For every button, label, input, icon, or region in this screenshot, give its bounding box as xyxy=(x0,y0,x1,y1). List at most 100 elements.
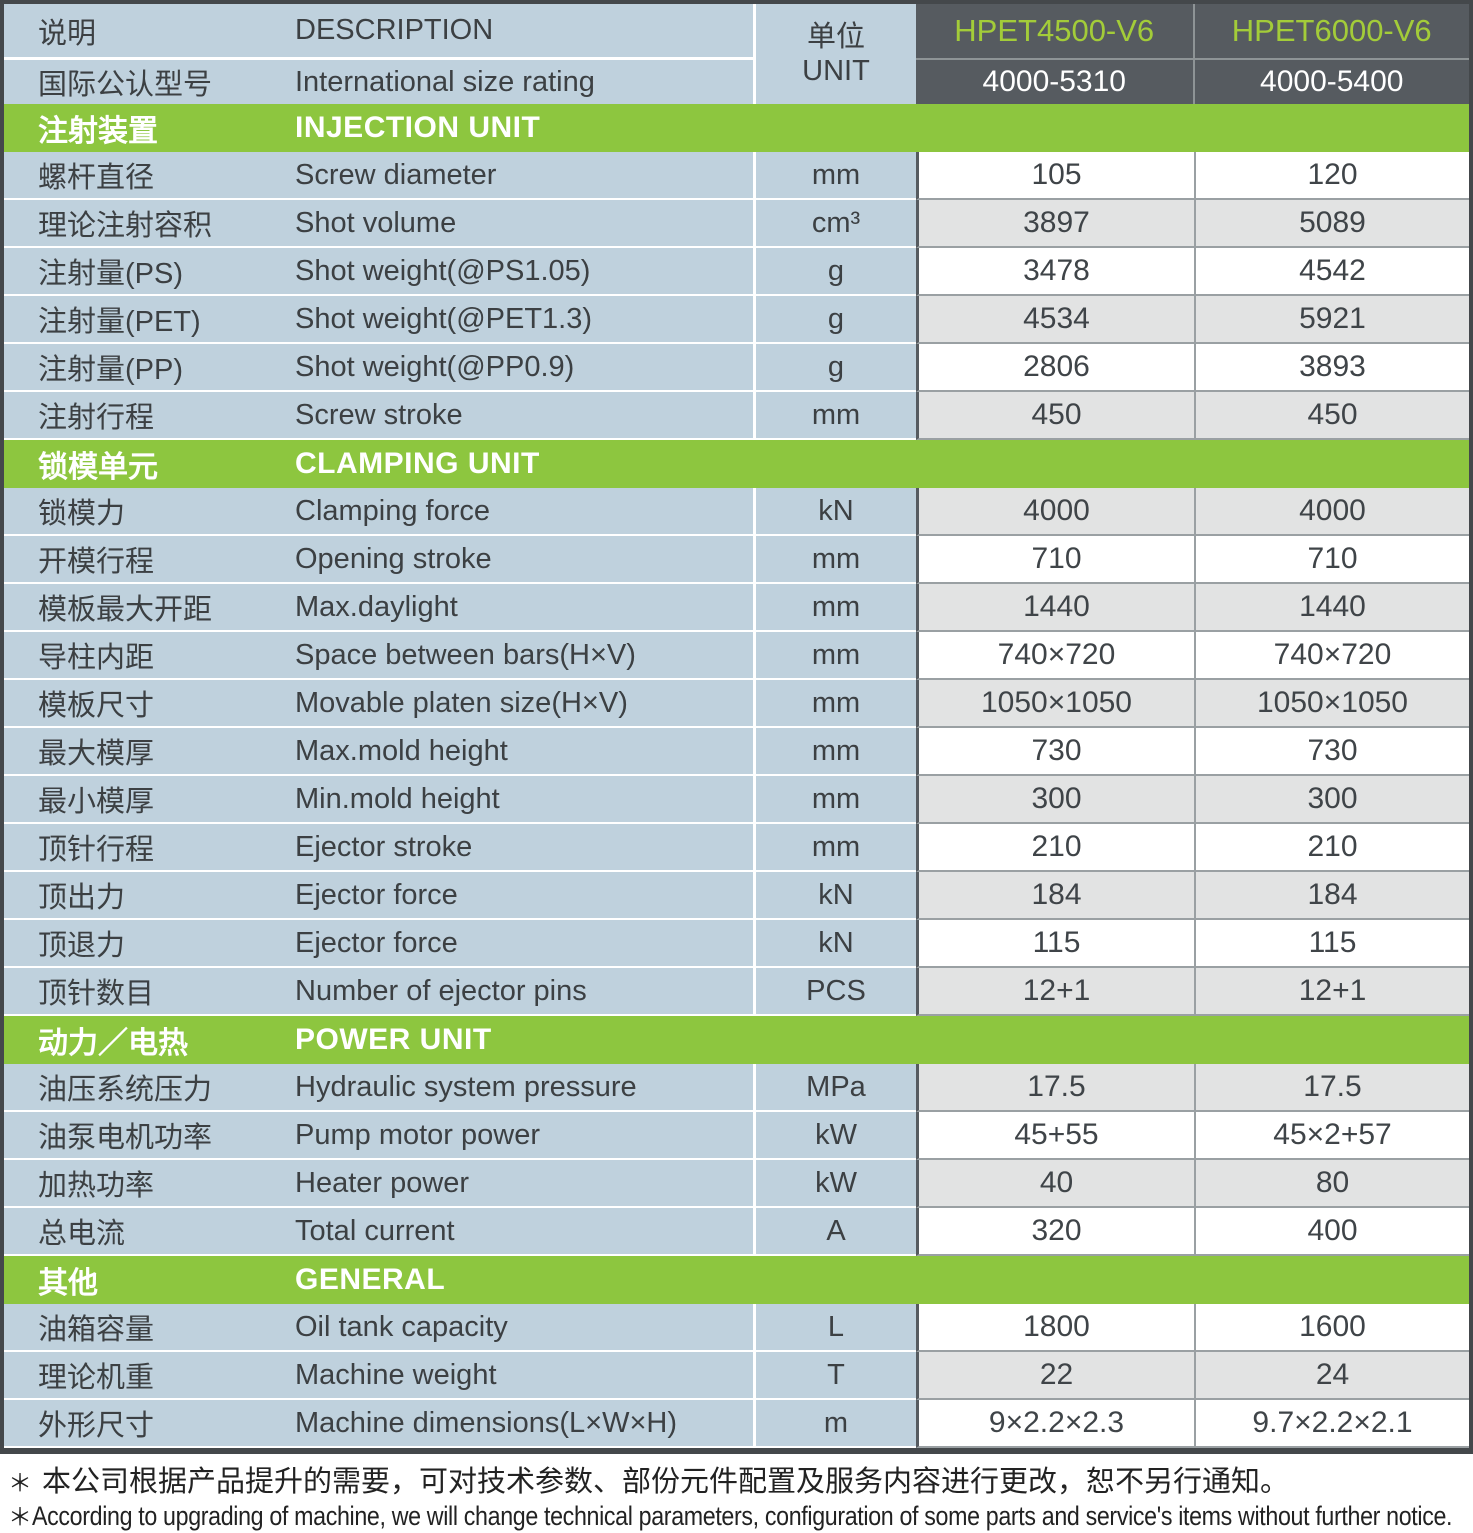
spec-label-en: Space between bars(H×V) xyxy=(295,638,636,671)
spec-value-model1: 210 xyxy=(916,824,1194,872)
spec-label-cn: 理论注射容积 xyxy=(38,210,213,242)
spec-value-model1: 45+55 xyxy=(916,1112,1194,1160)
spec-value-model2: 730 xyxy=(1194,728,1469,776)
section-title-en: POWER UNIT xyxy=(295,1023,492,1056)
spec-value-model1: 320 xyxy=(916,1208,1194,1256)
spec-label-cn: 锁模力 xyxy=(38,498,126,530)
section-header-row: 动力／电热 POWER UNIT xyxy=(4,1016,1469,1064)
spec-value-model2: 120 xyxy=(1194,152,1469,200)
spec-row: 注射量(PP) Shot weight(@PP0.9) g 2806 3893 xyxy=(4,344,1469,392)
spec-label-cn: 顶出力 xyxy=(38,882,126,914)
spec-row: 开模行程 Opening stroke mm 710 710 xyxy=(4,536,1469,584)
spec-description-cell: 外形尺寸 Machine dimensions(L×W×H) xyxy=(4,1400,753,1448)
spec-description-cell: 注射量(PS) Shot weight(@PS1.05) xyxy=(4,248,753,296)
section-title-en: INJECTION UNIT xyxy=(295,111,541,144)
section-title-cn: 注射装置 xyxy=(38,115,158,148)
spec-unit: kN xyxy=(753,920,916,968)
spec-label-en: Machine weight xyxy=(295,1358,497,1391)
unit-header-cn: 单位 xyxy=(806,21,865,53)
model-size-rating-1: 4000-5310 xyxy=(982,65,1126,98)
spec-description-cell: 理论机重 Machine weight xyxy=(4,1352,753,1400)
spec-value-model2: 1050×1050 xyxy=(1194,680,1469,728)
spec-value-model2: 4542 xyxy=(1194,248,1469,296)
spec-value-model1: 450 xyxy=(916,392,1194,440)
spec-unit: g xyxy=(753,296,916,344)
spec-label-cn: 模板尺寸 xyxy=(38,690,155,722)
spec-value-model1: 22 xyxy=(916,1352,1194,1400)
spec-description-cell: 最小模厚 Min.mold height xyxy=(4,776,753,824)
spec-value-model1: 17.5 xyxy=(916,1064,1194,1112)
spec-value-model2: 184 xyxy=(1194,872,1469,920)
spec-unit: L xyxy=(753,1304,916,1352)
spec-label-en: Clamping force xyxy=(295,494,491,527)
spec-label-cn: 最大模厚 xyxy=(38,738,155,770)
spec-label-cn: 总电流 xyxy=(38,1218,126,1250)
spec-label-en: Shot weight(@PP0.9) xyxy=(295,350,575,383)
spec-description-cell: 顶退力 Ejector force xyxy=(4,920,753,968)
spec-row: 理论注射容积 Shot volume cm³ 3897 5089 xyxy=(4,200,1469,248)
section-title-cn: 动力／电热 xyxy=(38,1027,188,1060)
spec-row: 注射量(PS) Shot weight(@PS1.05) g 3478 4542 xyxy=(4,248,1469,296)
size-rating-label-en: International size rating xyxy=(295,65,595,98)
spec-value-model2: 45×2+57 xyxy=(1194,1112,1469,1160)
spec-value-model2: 300 xyxy=(1194,776,1469,824)
spec-row: 油箱容量 Oil tank capacity L 1800 1600 xyxy=(4,1304,1469,1352)
footnote-cn-text: 本公司根据产品提升的需要，可对技术参数、部份元件配置及服务内容进行更改，恕不另行… xyxy=(42,1466,1290,1498)
spec-value-model1: 710 xyxy=(916,536,1194,584)
spec-row: 顶出力 Ejector force kN 184 184 xyxy=(4,872,1469,920)
spec-label-en: Pump motor power xyxy=(295,1118,540,1151)
section-title-cn: 锁模单元 xyxy=(38,451,158,484)
spec-description-cell: 顶针数目 Number of ejector pins xyxy=(4,968,753,1016)
spec-row: 顶针数目 Number of ejector pins PCS 12+1 12+… xyxy=(4,968,1469,1016)
spec-unit: cm³ xyxy=(753,200,916,248)
spec-unit: mm xyxy=(753,728,916,776)
spec-unit: MPa xyxy=(753,1064,916,1112)
section-header-row: 注射装置 INJECTION UNIT xyxy=(4,104,1469,152)
spec-row: 理论机重 Machine weight T 22 24 xyxy=(4,1352,1469,1400)
model-columns-header: HPET4500-V6 HPET6000-V6 4000-5310 4000-5… xyxy=(916,4,1469,104)
spec-label-en: Screw diameter xyxy=(295,158,497,191)
spec-label-en: Total current xyxy=(295,1214,455,1247)
spec-value-model2: 740×720 xyxy=(1194,632,1469,680)
spec-value-model2: 400 xyxy=(1194,1208,1469,1256)
spec-unit: T xyxy=(753,1352,916,1400)
spec-unit: mm xyxy=(753,584,916,632)
spec-label-en: Opening stroke xyxy=(295,542,492,575)
spec-value-model2: 1440 xyxy=(1194,584,1469,632)
spec-description-cell: 注射量(PP) Shot weight(@PP0.9) xyxy=(4,344,753,392)
spec-label-cn: 理论机重 xyxy=(38,1362,155,1394)
table-header: 说明 DESCRIPTION 国际公认型号 International size… xyxy=(4,4,1469,104)
spec-value-model1: 184 xyxy=(916,872,1194,920)
section-title-en: GENERAL xyxy=(295,1263,446,1296)
spec-value-model2: 1600 xyxy=(1194,1304,1469,1352)
spec-value-model2: 80 xyxy=(1194,1160,1469,1208)
spec-description-cell: 油压系统压力 Hydraulic system pressure xyxy=(4,1064,753,1112)
spec-value-model1: 12+1 xyxy=(916,968,1194,1016)
spec-label-cn: 顶退力 xyxy=(38,930,126,962)
section-header-row: 锁模单元 CLAMPING UNIT xyxy=(4,440,1469,488)
spec-value-model2: 115 xyxy=(1194,920,1469,968)
spec-unit: kN xyxy=(753,872,916,920)
spec-value-model1: 2806 xyxy=(916,344,1194,392)
description-header-row: 说明 DESCRIPTION xyxy=(4,4,753,60)
spec-label-en: Oil tank capacity xyxy=(295,1310,508,1343)
section-header-row: 其他 GENERAL xyxy=(4,1256,1469,1304)
asterisk-marker: ＊ xyxy=(8,1470,32,1497)
spec-row: 模板尺寸 Movable platen size(H×V) mm 1050×10… xyxy=(4,680,1469,728)
spec-label-cn: 模板最大开距 xyxy=(38,594,213,626)
spec-value-model1: 105 xyxy=(916,152,1194,200)
asterisk-marker: ＊ xyxy=(8,1504,32,1531)
spec-unit: g xyxy=(753,248,916,296)
spec-label-en: Ejector stroke xyxy=(295,830,473,863)
spec-unit: g xyxy=(753,344,916,392)
spec-value-model1: 4000 xyxy=(916,488,1194,536)
spec-unit: A xyxy=(753,1208,916,1256)
spec-value-model1: 1800 xyxy=(916,1304,1194,1352)
section-title-cn: 其他 xyxy=(38,1267,98,1300)
spec-label-cn: 注射量(PET) xyxy=(38,306,201,338)
header-label-cn: 说明 xyxy=(38,17,97,50)
spec-unit: mm xyxy=(753,776,916,824)
spec-value-model1: 40 xyxy=(916,1160,1194,1208)
spec-label-cn: 油压系统压力 xyxy=(38,1074,213,1106)
spec-unit: kN xyxy=(753,488,916,536)
